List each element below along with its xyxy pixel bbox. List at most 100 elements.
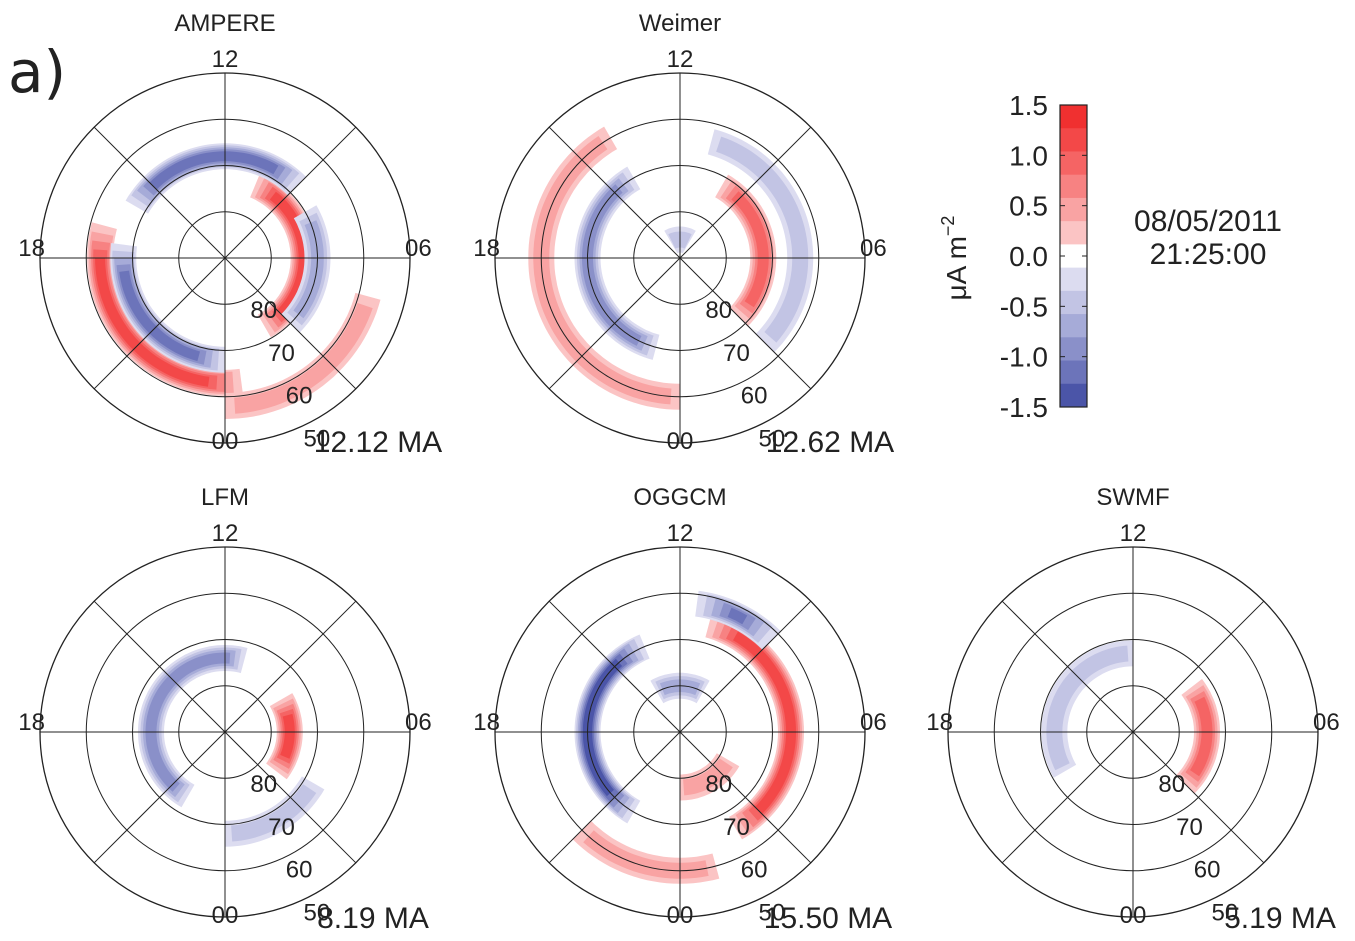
mlt-line bbox=[548, 257, 681, 390]
latitude-label: 60 bbox=[741, 383, 768, 410]
colorbar-tick-label: -1.0 bbox=[1000, 342, 1048, 373]
colorbar-bin bbox=[1060, 383, 1087, 408]
colorbar-bin bbox=[1060, 267, 1087, 292]
mlt-line bbox=[679, 731, 812, 864]
latitude-label: 80 bbox=[1158, 771, 1185, 798]
latitude-label: 60 bbox=[286, 857, 313, 884]
total-current-label: 15.50 MA bbox=[764, 902, 892, 935]
latitude-label: 70 bbox=[268, 340, 295, 367]
mlt-label-top: 12 bbox=[667, 520, 694, 547]
timestamp-date: 08/05/2011 bbox=[1134, 205, 1282, 238]
mlt-label-top: 12 bbox=[212, 520, 239, 547]
mlt-line bbox=[1132, 731, 1265, 864]
mlt-line bbox=[93, 731, 226, 864]
mlt-line bbox=[93, 600, 226, 733]
colorbar-label: μA m−2 bbox=[938, 216, 972, 301]
colorbar-label-exponent: −2 bbox=[938, 216, 958, 237]
mlt-line bbox=[1001, 600, 1134, 733]
colorbar-tick-label: 0.5 bbox=[1009, 191, 1048, 222]
current-contour bbox=[234, 303, 373, 414]
colorbar-bin bbox=[1060, 197, 1087, 222]
total-current-label: 8.19 MA bbox=[317, 902, 429, 935]
mlt-label-right: 06 bbox=[405, 709, 432, 736]
colorbar-tick-label: 1.0 bbox=[1009, 140, 1048, 171]
upward-current-region bbox=[225, 292, 381, 419]
colorbar-bin bbox=[1060, 314, 1087, 338]
current-contour bbox=[731, 191, 769, 308]
current-contour bbox=[683, 758, 733, 796]
current-contour bbox=[727, 607, 748, 625]
mlt-label-bottom: 00 bbox=[667, 428, 694, 455]
downward-current-region bbox=[138, 645, 248, 808]
current-contour bbox=[582, 184, 642, 346]
downward-current-region bbox=[707, 129, 814, 353]
latitude-label: 70 bbox=[1176, 814, 1203, 841]
downward-current-region bbox=[125, 143, 307, 214]
upward-current-region bbox=[572, 820, 720, 884]
current-contour bbox=[231, 784, 317, 842]
mlt-line bbox=[224, 126, 357, 259]
latitude-label: 80 bbox=[705, 297, 732, 324]
latitude-label: 50 bbox=[759, 899, 786, 926]
current-field bbox=[138, 645, 325, 847]
polar-panel-ampere: 12 18 06 00 80 70 60 50 AMPERE 12.12 MA bbox=[18, 10, 442, 459]
downward-current-region bbox=[1041, 640, 1133, 778]
mlt-label-bottom: 00 bbox=[667, 902, 694, 929]
latitude-label: 70 bbox=[268, 814, 295, 841]
latitude-label: 50 bbox=[304, 425, 331, 452]
colorbar-tick-label: -0.5 bbox=[1000, 291, 1048, 322]
panel-title: LFM bbox=[201, 484, 249, 511]
current-contour bbox=[149, 151, 279, 190]
mlt-label-top: 12 bbox=[1120, 520, 1147, 547]
panel-title: SWMF bbox=[1096, 484, 1169, 511]
upward-current-region bbox=[705, 612, 804, 840]
latitude-label: 80 bbox=[250, 771, 277, 798]
downward-current-region bbox=[225, 776, 325, 847]
colorbar-bin bbox=[1060, 337, 1087, 362]
latitude-label: 60 bbox=[286, 383, 313, 410]
colorbar-bin bbox=[1060, 128, 1087, 152]
mlt-line bbox=[224, 600, 357, 733]
current-field bbox=[1041, 640, 1220, 794]
latitude-label: 50 bbox=[759, 425, 786, 452]
polar-panel-lfm: 12 18 06 00 80 70 60 50 LFM 8.19 MA bbox=[18, 484, 431, 935]
upward-current-region bbox=[1176, 679, 1220, 794]
colorbar-bin bbox=[1060, 221, 1087, 245]
mlt-line bbox=[93, 257, 226, 390]
figure-label: a) bbox=[8, 38, 66, 106]
mlt-label-bottom: 00 bbox=[212, 428, 239, 455]
mlt-line bbox=[548, 126, 681, 259]
upward-current-region bbox=[266, 693, 303, 780]
current-contour bbox=[225, 292, 381, 419]
colorbar-bin bbox=[1060, 151, 1087, 176]
mlt-line bbox=[548, 731, 681, 864]
panel-title: AMPERE bbox=[174, 10, 275, 37]
upward-current-region bbox=[680, 753, 740, 801]
current-contour bbox=[87, 222, 243, 396]
timestamp-time: 21:25:00 bbox=[1150, 238, 1267, 271]
latitude-label: 60 bbox=[741, 857, 768, 884]
colorbar-tick-label: 1.5 bbox=[1009, 90, 1048, 121]
latitude-label: 80 bbox=[250, 297, 277, 324]
downward-current-region bbox=[695, 590, 781, 650]
mlt-line bbox=[679, 257, 812, 390]
mlt-line bbox=[1132, 600, 1265, 733]
upward-current-region bbox=[528, 126, 680, 410]
mlt-label-top: 12 bbox=[667, 46, 694, 73]
current-contour bbox=[1041, 640, 1133, 778]
downward-current-region bbox=[110, 243, 225, 373]
current-contour bbox=[1046, 645, 1129, 771]
mlt-label-right: 06 bbox=[405, 235, 432, 262]
mlt-line bbox=[93, 126, 226, 259]
colorbar: 1.5 1.0 0.5 0.0 -0.5 -1.0 -1.5 bbox=[1000, 90, 1088, 423]
total-current-label: 12.62 MA bbox=[766, 426, 894, 459]
colorbar-bin bbox=[1060, 290, 1087, 315]
mlt-label-left: 18 bbox=[18, 709, 45, 736]
current-contour bbox=[145, 652, 231, 792]
colorbar-tick-label: -1.5 bbox=[1000, 392, 1048, 423]
polar-panel-weimer: 12 18 06 00 80 70 60 50 Weimer 12.62 MA bbox=[473, 10, 894, 459]
panel-title: Weimer bbox=[639, 10, 721, 37]
current-contour bbox=[533, 136, 672, 405]
mlt-label-left: 18 bbox=[926, 709, 953, 736]
